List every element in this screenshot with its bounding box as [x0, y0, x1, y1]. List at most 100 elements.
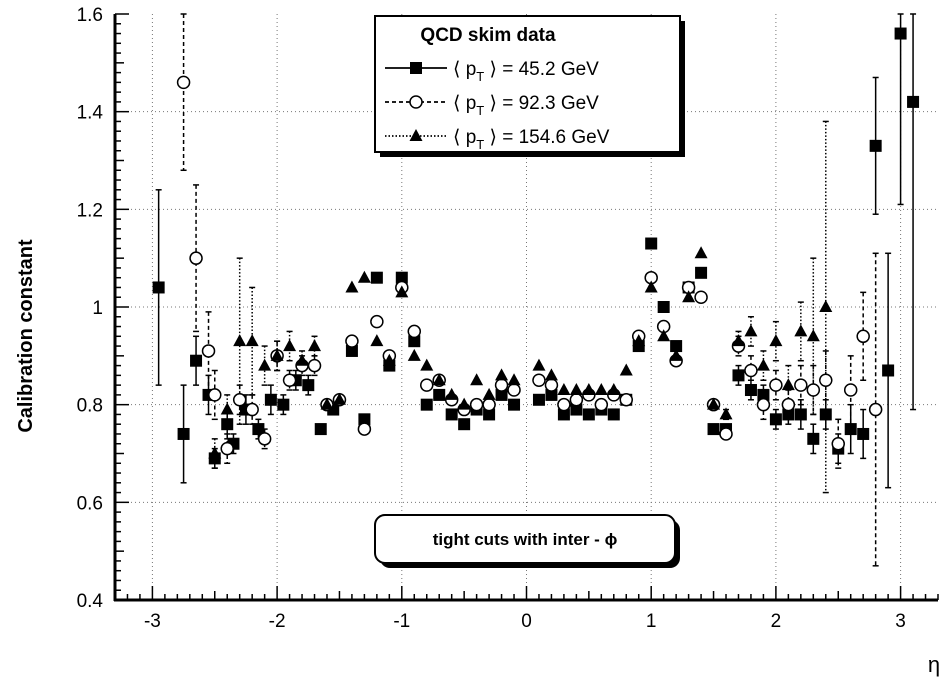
data-point: [233, 334, 247, 347]
data-point: [545, 388, 558, 401]
data-point: [569, 383, 583, 396]
data-point: [470, 373, 484, 386]
data-point: [744, 363, 758, 378]
data-point: [277, 398, 290, 411]
data-point: [744, 384, 757, 397]
data-point: [445, 387, 459, 400]
data-point: [594, 397, 609, 412]
data-point: [332, 392, 346, 405]
x-tick-label: 3: [895, 611, 906, 632]
data-point: [544, 368, 558, 381]
data-point: [856, 329, 870, 344]
data-point: [314, 423, 327, 436]
data-point: [295, 353, 309, 366]
y-tick-label: 0.8: [77, 396, 103, 417]
data-point: [657, 301, 670, 313]
data-point: [644, 280, 658, 293]
data-point: [757, 388, 770, 401]
legend-frame: [374, 15, 681, 153]
data-point: [370, 314, 384, 329]
x-tick-label: 1: [646, 611, 657, 632]
data-point: [370, 271, 383, 284]
data-point: [532, 358, 546, 371]
data-point: [744, 324, 758, 337]
data-point: [208, 388, 222, 402]
data-point: [806, 383, 821, 397]
data-point: [731, 334, 745, 347]
data-point: [682, 290, 696, 303]
data-point: [482, 387, 496, 400]
data-point: [357, 270, 371, 283]
data-point: [756, 397, 771, 412]
legend-marker: [410, 62, 422, 74]
data-point: [694, 290, 708, 304]
data-point: [632, 334, 646, 347]
data-point: [657, 329, 671, 342]
data-point: [345, 280, 359, 293]
data-point: [245, 334, 259, 347]
data-point: [320, 397, 334, 410]
x-tick-label: -3: [144, 611, 161, 632]
data-point: [395, 271, 408, 284]
data-point: [357, 422, 372, 436]
x-tick-label: -2: [269, 611, 286, 632]
data-point: [532, 393, 545, 406]
data-point: [557, 383, 571, 396]
data-point: [794, 324, 808, 337]
legend-marker: [409, 129, 423, 141]
data-point: [507, 383, 521, 397]
data-point: [645, 237, 658, 250]
data-point: [419, 378, 434, 392]
x-tick-label: 2: [771, 611, 782, 632]
data-point: [869, 139, 882, 152]
data-markers: [152, 27, 920, 465]
data-point: [252, 423, 265, 436]
data-point: [358, 413, 371, 426]
data-point: [302, 379, 315, 392]
data-point: [806, 329, 820, 342]
data-point: [695, 266, 708, 279]
data-point: [382, 353, 396, 366]
data-point: [420, 398, 433, 411]
data-point: [395, 285, 409, 298]
data-point: [232, 393, 247, 407]
data-point: [258, 358, 272, 371]
data-point: [582, 408, 595, 421]
data-point: [819, 300, 833, 312]
data-point: [495, 368, 509, 381]
data-point: [433, 388, 446, 401]
data-point: [569, 393, 584, 407]
annotation-box: tight cuts with inter - ϕ: [374, 514, 680, 568]
legend-entry-label: ⟨ pT ⟩ = 45.2 GeV: [453, 59, 599, 84]
data-point: [570, 403, 583, 416]
data-point: [469, 397, 484, 412]
data-point: [782, 408, 795, 421]
data-point: [857, 427, 870, 440]
y-tick-label: 0.6: [77, 493, 103, 514]
data-point: [607, 408, 620, 421]
x-tick-label: 0: [521, 611, 532, 632]
data-point: [844, 423, 857, 436]
data-point: [432, 373, 446, 386]
data-point: [819, 408, 832, 421]
legend-entry-label: ⟨ pT ⟩ = 154.6 GeV: [453, 127, 610, 152]
data-point: [819, 373, 833, 387]
data-point: [308, 339, 322, 352]
data-point: [495, 388, 508, 401]
data-point: [707, 397, 721, 410]
data-point: [458, 418, 471, 431]
data-point: [208, 446, 222, 459]
annotation-frame: [374, 514, 676, 564]
data-point: [221, 418, 234, 431]
data-point: [781, 378, 795, 391]
data-point: [494, 378, 509, 392]
data-point: [719, 427, 733, 441]
tick-labels: -3 -2 -1 0 1 2 3 0.4 0.6 0.8 1 1.2 1.4 1.6: [77, 5, 906, 632]
data-point: [794, 378, 808, 392]
data-point: [557, 408, 570, 421]
data-point: [843, 383, 858, 397]
y-tick-label: 1: [92, 298, 103, 319]
legend: QCD skim data ⟨ pT ⟩ = 45.2 GeV ⟨ pT ⟩ = 9…: [374, 15, 685, 157]
data-point: [619, 393, 634, 407]
y-tick-label: 1.6: [77, 5, 103, 26]
